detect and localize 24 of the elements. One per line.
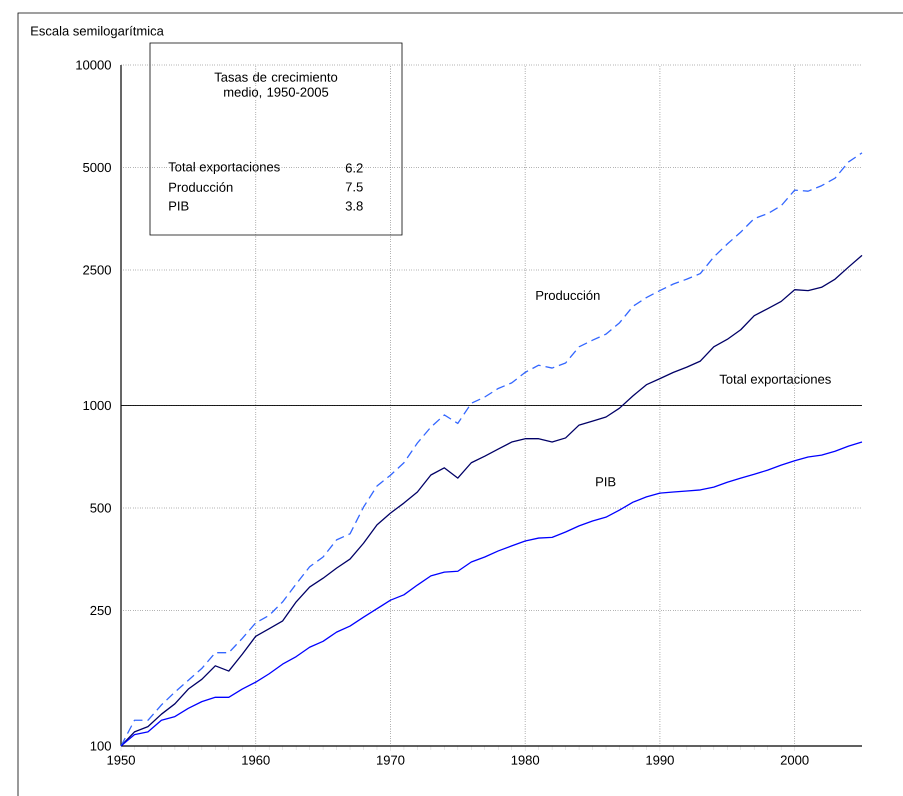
text: Producción	[536, 290, 600, 300]
series-label: PIB	[596, 477, 616, 486]
annotation: Total exportaciones	[168, 162, 280, 174]
x-tick-label: 1990	[646, 756, 674, 765]
annotation: PIB	[169, 202, 188, 210]
series-label: Total exportaciones	[720, 374, 831, 386]
x-tick-label: 2000	[780, 756, 809, 765]
y-tick-label: 250	[90, 606, 111, 616]
y-tick-label: 10000	[76, 60, 111, 70]
y-axis-title: Escala semilogarítmica	[31, 26, 164, 38]
x-tick-label: 1970	[376, 756, 404, 765]
y-tick-label: 500	[90, 503, 111, 513]
annotation: 3.8	[346, 201, 363, 211]
annotation: Producción	[169, 182, 232, 192]
x-tick-label: 1980	[512, 756, 540, 765]
annotation: 6.2	[346, 163, 363, 173]
y-tick-label: 100	[90, 741, 111, 751]
y-tick-label: 2500	[83, 265, 111, 275]
annotation: 7.5	[346, 182, 363, 192]
x-tick-label: 1960	[242, 756, 270, 765]
annotation: Tasas de crecimiento medio, 1950-2005	[214, 72, 338, 98]
y-tick-label: 5000	[83, 162, 111, 172]
x-tick-label: 1950	[108, 756, 135, 765]
y-tick-label: 1000	[84, 400, 111, 410]
